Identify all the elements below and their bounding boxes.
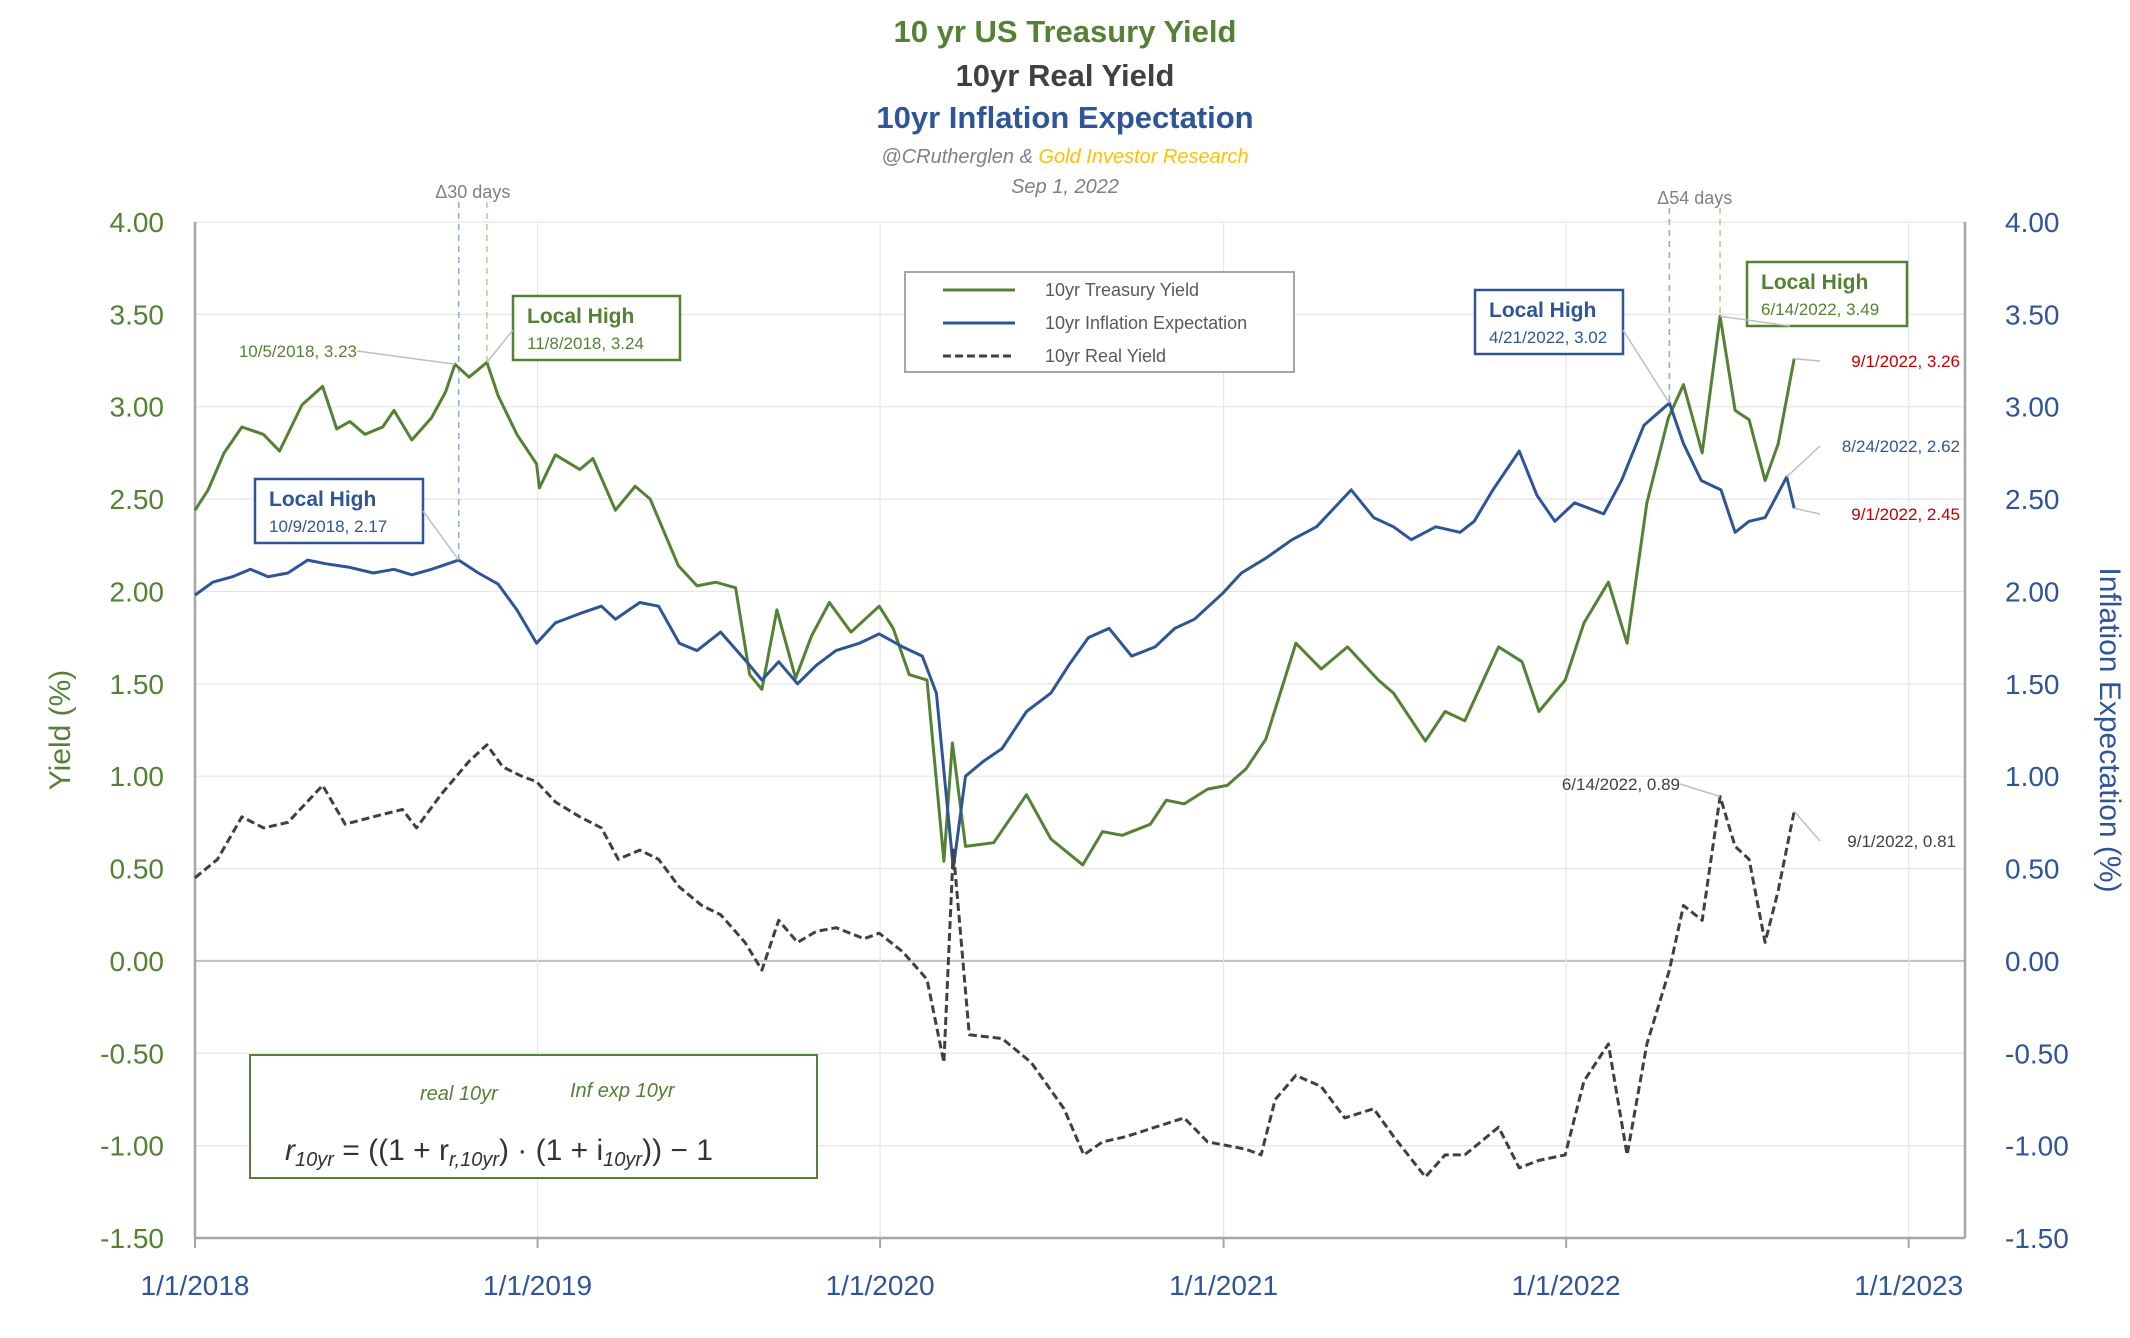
formula-equation: r10yr = ((1 + rr,10yr) · (1 + i10yr)) − … (285, 1134, 713, 1171)
leader-treasury-2022-callout (1719, 315, 1791, 327)
leader-real-peak (1679, 783, 1721, 798)
y-right-tick-label: 2.50 (2005, 484, 2060, 515)
callout-inflation-2022-box (1473, 288, 1625, 356)
chart-subtitle-inflation: 10yr Inflation Expectation (876, 100, 1254, 135)
y-right-axis-title: Inflation Expectation (%) (2093, 567, 2126, 892)
series-inflation-line (194, 401, 1796, 870)
callout-treasury-2018-box (511, 294, 682, 362)
legend-label: 10yr Real Yield (1045, 346, 1166, 366)
formula-part-mid: ) · (1 + i (499, 1134, 603, 1167)
y-left-tick-label: 0.00 (110, 946, 165, 977)
y-left-tick-label: -1.50 (100, 1223, 164, 1254)
formula-part-end: )) − 1 (642, 1134, 713, 1167)
y-right-tick-label: 0.00 (2005, 946, 2060, 977)
formula-part-eq: = ((1 + r (334, 1134, 449, 1167)
series-treasury-line (193, 314, 1796, 867)
callout-inflation-2018-value: 10/9/2018, 2.17 (269, 517, 387, 536)
leader-treasury-end (1794, 357, 1821, 362)
y-left-tick-label: 3.00 (110, 392, 165, 423)
y-left-tick-label: 0.50 (110, 854, 165, 885)
x-tick-label: 1/1/2023 (1854, 1270, 1963, 1301)
y-left-tick-label: 2.00 (110, 576, 165, 607)
label-inflation-end: 9/1/2022, 2.45 (1851, 505, 1960, 524)
x-tick-label: 1/1/2020 (826, 1270, 935, 1301)
callout-inflation-2022-value: 4/21/2022, 3.02 (1489, 328, 1607, 347)
leader-inflation-2022-callout (1622, 329, 1671, 404)
leader-treasury-2018-point (356, 350, 456, 365)
formula-label-inf: Inf exp 10yr (570, 1080, 676, 1102)
x-tick-label: 1/1/2019 (483, 1270, 592, 1301)
y-left-tick-label: -1.00 (100, 1131, 164, 1162)
credit-author: @CRutherglen & (881, 146, 1039, 168)
y-right-tick-label: 3.00 (2005, 392, 2060, 423)
label-inflation-peak-end: 8/24/2022, 2.62 (1842, 437, 1960, 456)
credit-brand: Gold Investor Research (1038, 146, 1249, 168)
y-left-tick-label: -0.50 (100, 1038, 164, 1069)
label-treasury-2018-point: 10/5/2018, 3.23 (239, 342, 357, 361)
series-real-yield-line (194, 743, 1796, 1179)
chart-subtitle-real-yield: 10yr Real Yield (955, 58, 1175, 93)
chart-title: 10 yr US Treasury Yield (893, 14, 1237, 49)
leader-treasury-2018-callout (486, 329, 514, 363)
y-right-tick-label: 1.50 (2005, 669, 2060, 700)
y-left-tick-label: 3.50 (110, 299, 165, 330)
callout-treasury-2022-value: 6/14/2022, 3.49 (1761, 300, 1879, 319)
x-tick-label: 1/1/2021 (1169, 1270, 1278, 1301)
delta-label-2018: Δ30 days (435, 182, 510, 202)
leader-real-end (1793, 810, 1821, 842)
callout-treasury-2022-box (1745, 260, 1909, 328)
y-left-tick-label: 1.50 (110, 669, 165, 700)
leader-inflation-2018-callout (422, 510, 460, 561)
formula-part-sub1: r,10yr (449, 1149, 500, 1171)
callout-inflation-2022-title: Local High (1489, 299, 1596, 322)
delta-label-2022: Δ54 days (1657, 188, 1732, 208)
y-left-tick-label: 1.00 (110, 761, 165, 792)
callout-treasury-2022-title: Local High (1761, 271, 1868, 294)
y-left-axis-title: Yield (%) (44, 670, 77, 791)
x-tick-label: 1/1/2018 (141, 1270, 250, 1301)
y-right-tick-label: 3.50 (2005, 299, 2060, 330)
callout-treasury-2018-value: 11/8/2018, 3.24 (527, 334, 644, 353)
leader-inflation-peak-end (1786, 445, 1821, 478)
legend-label: 10yr Treasury Yield (1045, 280, 1199, 300)
callout-inflation-2018-box (253, 477, 425, 545)
y-right-tick-label: -0.50 (2005, 1038, 2069, 1069)
y-right-tick-label: 2.00 (2005, 576, 2060, 607)
y-left-tick-label: 2.50 (110, 484, 165, 515)
y-left-tick-label: 4.00 (110, 207, 165, 238)
formula-label-real: real 10yr (420, 1083, 499, 1105)
y-right-tick-label: -1.00 (2005, 1131, 2069, 1162)
formula-part-lhs: r (285, 1134, 296, 1167)
label-treasury-end: 9/1/2022, 3.26 (1851, 352, 1960, 371)
formula-box (249, 1054, 818, 1179)
y-right-tick-label: 0.50 (2005, 854, 2060, 885)
chart-date: Sep 1, 2022 (1011, 176, 1119, 198)
y-right-tick-label: -1.50 (2005, 1223, 2069, 1254)
label-real-end: 9/1/2022, 0.81 (1847, 832, 1956, 851)
leader-inflation-end (1794, 507, 1821, 515)
formula-part-sub2: 10yr (603, 1149, 643, 1171)
label-real-peak: 6/14/2022, 0.89 (1562, 775, 1680, 794)
y-right-tick-label: 4.00 (2005, 207, 2060, 238)
callout-treasury-2018-title: Local High (527, 305, 634, 328)
chart-credit: @CRutherglen & Gold Investor Research (0, 146, 2130, 169)
callout-inflation-2018-title: Local High (269, 488, 376, 511)
formula-part-lhs_sub: 10yr (295, 1149, 335, 1171)
legend-label: 10yr Inflation Expectation (1045, 313, 1247, 333)
y-right-tick-label: 1.00 (2005, 761, 2060, 792)
x-tick-label: 1/1/2022 (1512, 1270, 1621, 1301)
